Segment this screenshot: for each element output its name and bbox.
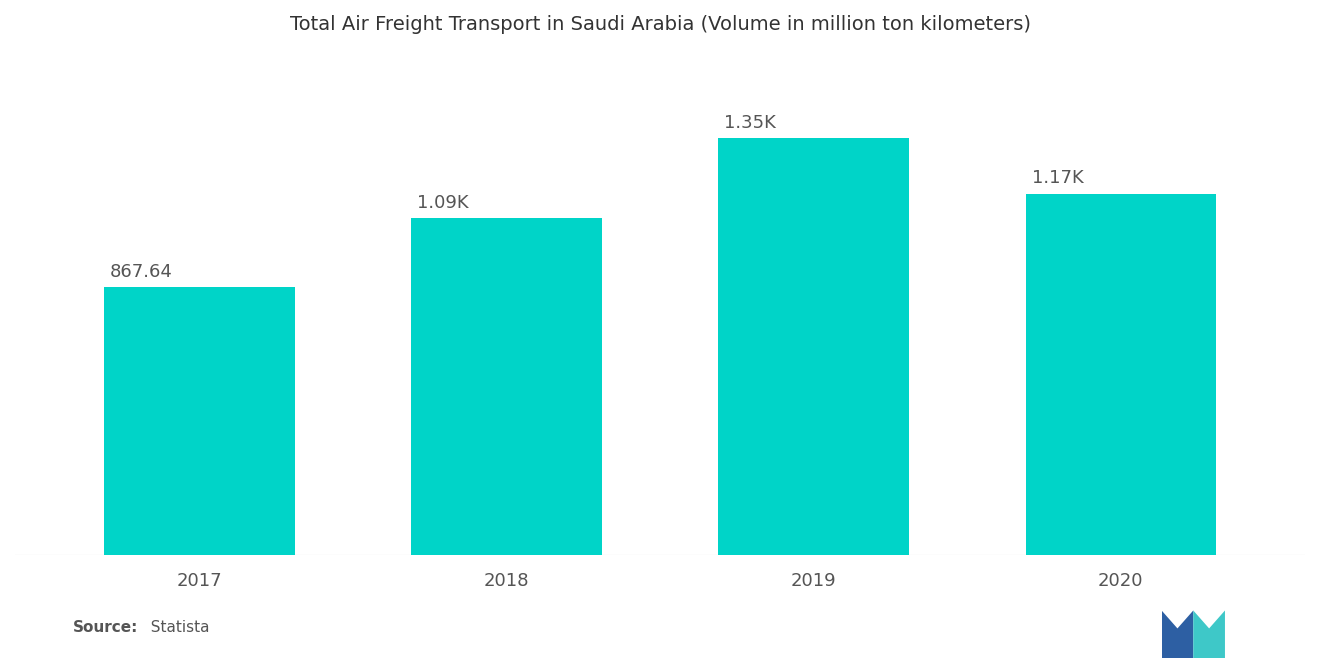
Bar — [104, 287, 294, 555]
Bar — [718, 138, 908, 555]
Polygon shape — [1193, 610, 1225, 658]
Bar — [412, 218, 602, 555]
Text: Source:: Source: — [73, 620, 139, 635]
Polygon shape — [1162, 610, 1193, 658]
Text: 1.17K: 1.17K — [1032, 170, 1084, 188]
Text: 1.09K: 1.09K — [417, 194, 469, 212]
Text: 867.64: 867.64 — [110, 263, 173, 281]
Title: Total Air Freight Transport in Saudi Arabia (Volume in million ton kilometers): Total Air Freight Transport in Saudi Ara… — [289, 15, 1031, 34]
Text: 1.35K: 1.35K — [725, 114, 776, 132]
Text: Statista: Statista — [141, 620, 210, 635]
Bar — [1026, 194, 1216, 555]
